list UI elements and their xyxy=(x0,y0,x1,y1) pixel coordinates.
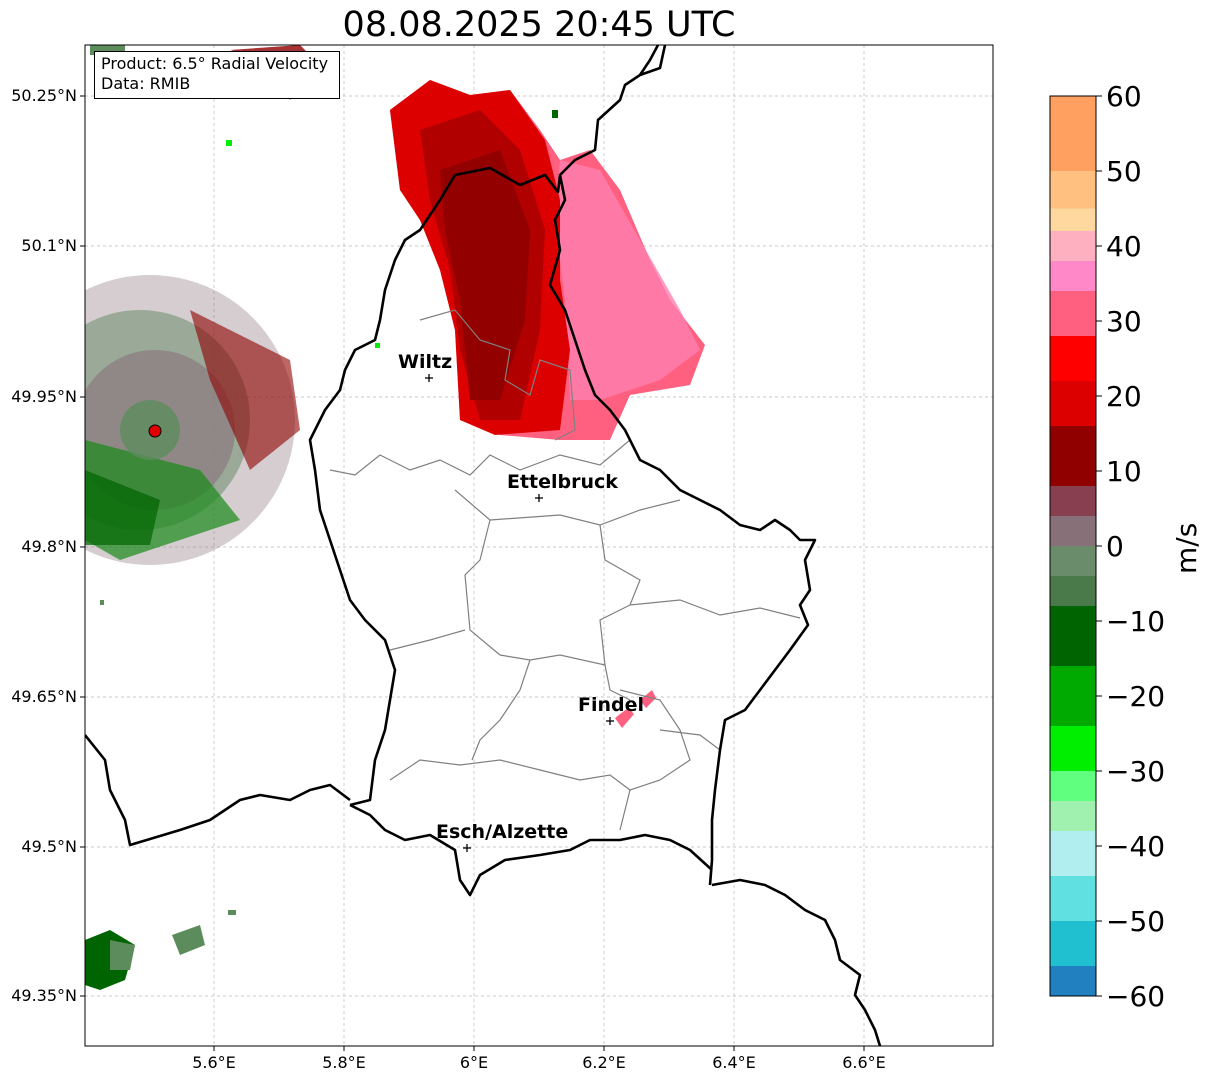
product-info-box: Product: 6.5° Radial Velocity Data: RMIB xyxy=(94,51,340,99)
city-label-findel: Findel xyxy=(578,694,644,716)
radar-echo-west xyxy=(85,275,300,565)
y-tick-label: 49.95°N xyxy=(11,387,77,406)
radar-site-marker[interactable] xyxy=(148,424,162,438)
x-tick-label: 5.6°E xyxy=(192,1053,236,1072)
canton-borders xyxy=(329,309,801,831)
product-label: Product: 6.5° Radial Velocity xyxy=(101,54,329,73)
x-tick-label: 5.8°E xyxy=(322,1053,366,1072)
map-title: 08.08.2025 20:45 UTC xyxy=(342,5,736,45)
y-tick-label: 49.8°N xyxy=(21,537,77,556)
city-label-ettelbruck: Ettelbruck xyxy=(507,471,618,493)
map-frame xyxy=(84,44,994,1047)
city-label-esch-alzette: Esch/Alzette xyxy=(436,821,568,843)
y-tick-label: 49.5°N xyxy=(21,837,77,856)
x-tick-label: 6°E xyxy=(460,1053,488,1072)
radar-echo-main xyxy=(390,80,705,440)
national-borders xyxy=(85,45,882,1046)
colorbar-unit-label: m/s xyxy=(1170,522,1203,574)
city-label-wiltz: Wiltz xyxy=(398,351,452,373)
y-tick-label: 50.25°N xyxy=(11,86,77,105)
x-axis-labels: 5.6°E 5.8°E 6°E 6.2°E 6.4°E 6.6°E xyxy=(192,1053,886,1072)
axis-ticks xyxy=(80,95,865,1051)
y-axis-labels: 50.25°N 50.1°N 49.95°N 49.8°N 49.65°N 49… xyxy=(11,86,77,1005)
y-tick-label: 49.35°N xyxy=(11,986,77,1005)
x-tick-label: 6.4°E xyxy=(712,1053,756,1072)
data-source-label: Data: RMIB xyxy=(101,74,191,93)
y-tick-label: 49.65°N xyxy=(11,687,77,706)
x-tick-label: 6.6°E xyxy=(842,1053,886,1072)
y-tick-label: 50.1°N xyxy=(21,236,77,255)
x-tick-label: 6.2°E xyxy=(582,1053,626,1072)
city-markers xyxy=(425,374,614,852)
